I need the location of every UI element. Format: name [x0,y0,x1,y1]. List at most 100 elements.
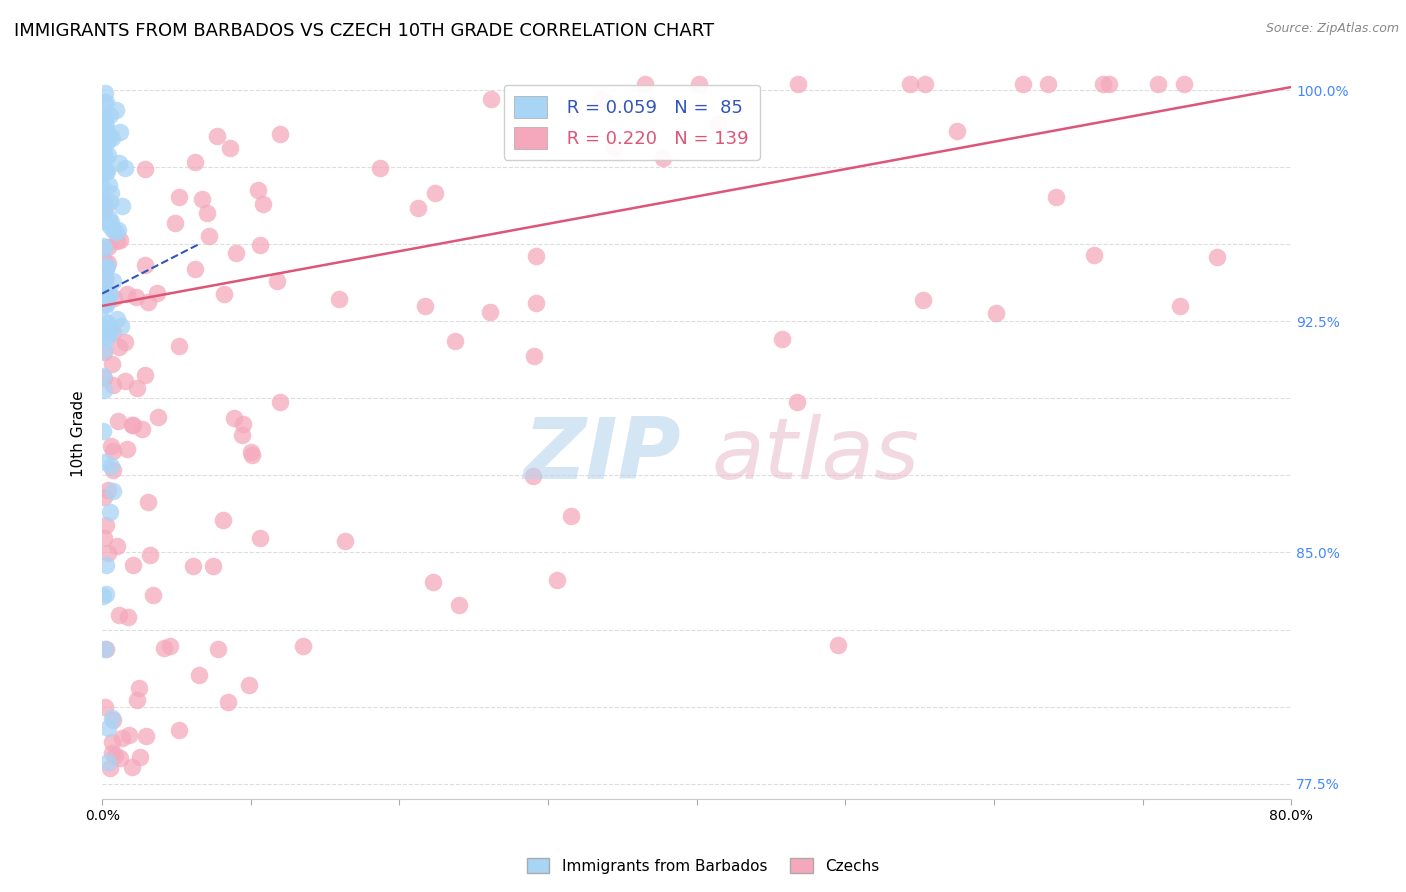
Point [207,642,229,657]
Point [522,469,544,483]
Point [96,260,118,275]
Point [97,240,120,254]
Point [328,292,350,306]
Point [100,194,122,209]
Point [101,357,124,371]
Point [946,124,969,138]
Point [93,241,115,255]
Point [93,280,115,294]
Point [231,428,253,442]
Point [104,747,127,762]
Point [1012,77,1035,91]
Point [127,381,149,395]
Point [94,127,117,141]
Point [524,296,547,310]
Point [266,274,288,288]
Point [93,324,115,338]
Text: IMMIGRANTS FROM BARBADOS VS CZECH 10TH GRADE CORRELATION CHART: IMMIGRANTS FROM BARBADOS VS CZECH 10TH G… [14,22,714,40]
Point [96,293,118,307]
Point [134,368,156,383]
Point [96,298,118,312]
Text: atlas: atlas [711,414,920,497]
Point [105,312,128,326]
Point [195,206,218,220]
Point [94,123,117,137]
Point [138,294,160,309]
Point [105,539,128,553]
Point [1206,250,1229,264]
Point [291,639,314,653]
Point [98,128,121,142]
Point [91,319,114,334]
Point [96,558,118,573]
Point [786,395,808,409]
Point [827,638,849,652]
Point [100,711,122,725]
Point [101,463,124,477]
Point [1083,248,1105,262]
Point [101,713,124,727]
Point [94,261,117,276]
Point [211,513,233,527]
Point [232,417,254,432]
Point [184,262,207,277]
Point [93,254,115,268]
Point [198,228,221,243]
Point [128,681,150,696]
Point [121,760,143,774]
Point [105,225,128,239]
Point [94,272,117,286]
Point [101,130,124,145]
Point [225,245,247,260]
Point [94,270,117,285]
Point [97,755,120,769]
Point [101,377,124,392]
Point [153,640,176,655]
Point [406,202,429,216]
Point [118,728,141,742]
Point [91,293,114,307]
Point [98,327,121,342]
Point [217,695,239,709]
Point [134,258,156,272]
Point [1168,299,1191,313]
Point [770,332,793,346]
Point [94,151,117,165]
Point [97,130,120,145]
Point [93,383,115,397]
Point [125,290,148,304]
Point [107,413,129,427]
Point [91,288,114,302]
Point [114,161,136,176]
Point [169,190,191,204]
Point [1091,77,1114,91]
Point [142,588,165,602]
Point [93,140,115,154]
Point [91,193,114,207]
Point [96,316,118,330]
Point [125,692,148,706]
Legend: Immigrants from Barbados, Czechs: Immigrants from Barbados, Czechs [520,852,886,880]
Point [94,641,117,656]
Point [98,505,121,519]
Point [93,370,115,384]
Point [205,129,228,144]
Point [249,237,271,252]
Point [479,92,502,106]
Point [108,233,131,247]
Point [93,343,115,358]
Point [652,151,675,165]
Point [1147,77,1170,91]
Point [238,678,260,692]
Text: Source: ZipAtlas.com: Source: ZipAtlas.com [1265,22,1399,36]
Point [96,129,118,144]
Point [94,274,117,288]
Point [900,77,922,91]
Point [122,558,145,573]
Point [546,573,568,587]
Point [240,448,263,462]
Point [103,223,125,237]
Point [560,508,582,523]
Point [97,178,120,192]
Point [368,161,391,176]
